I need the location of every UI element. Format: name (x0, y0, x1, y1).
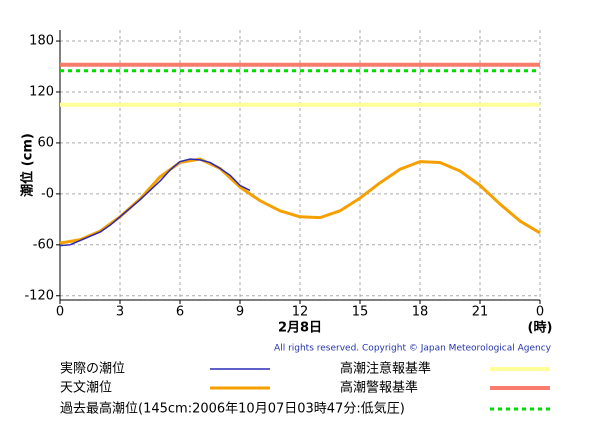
x-tick-label: 9 (236, 305, 244, 320)
x-tick-label: 18 (412, 305, 429, 320)
x-tick-label: 6 (176, 305, 184, 320)
y-tick-label: -60 (33, 237, 54, 252)
y-tick-label: -0 (41, 186, 54, 201)
series-line (59, 158, 251, 247)
legend-label: 高潮注意報基準 (340, 361, 431, 377)
y-axis-label: 潮位 (cm) (20, 133, 36, 197)
x-tick-label: 0 (56, 305, 64, 320)
y-tick-label: -120 (24, 288, 54, 303)
x-tick-label: 12 (292, 305, 309, 320)
x-tick-label: 21 (472, 305, 489, 320)
legend-label: 天文潮位 (60, 381, 112, 396)
x-tick-label: 3 (116, 305, 124, 320)
y-tick-label: 120 (29, 84, 54, 99)
x-axis-label: 2月8日 (278, 321, 322, 336)
y-tick-label: 180 (29, 34, 54, 49)
x-unit-label: (時) (528, 320, 553, 336)
y-tick-label: 60 (37, 135, 54, 150)
x-tick-label: 0 (536, 305, 544, 320)
copyright: All rights reserved. Copyright © Japan M… (274, 344, 552, 354)
legend-label: 高潮警報基準 (340, 380, 418, 396)
legend-label: 実際の潮位 (60, 361, 125, 377)
x-tick-label: 15 (352, 305, 369, 320)
legend-label: 過去最高潮位(145cm:2006年10月07日03時47分:低気圧) (60, 401, 405, 417)
